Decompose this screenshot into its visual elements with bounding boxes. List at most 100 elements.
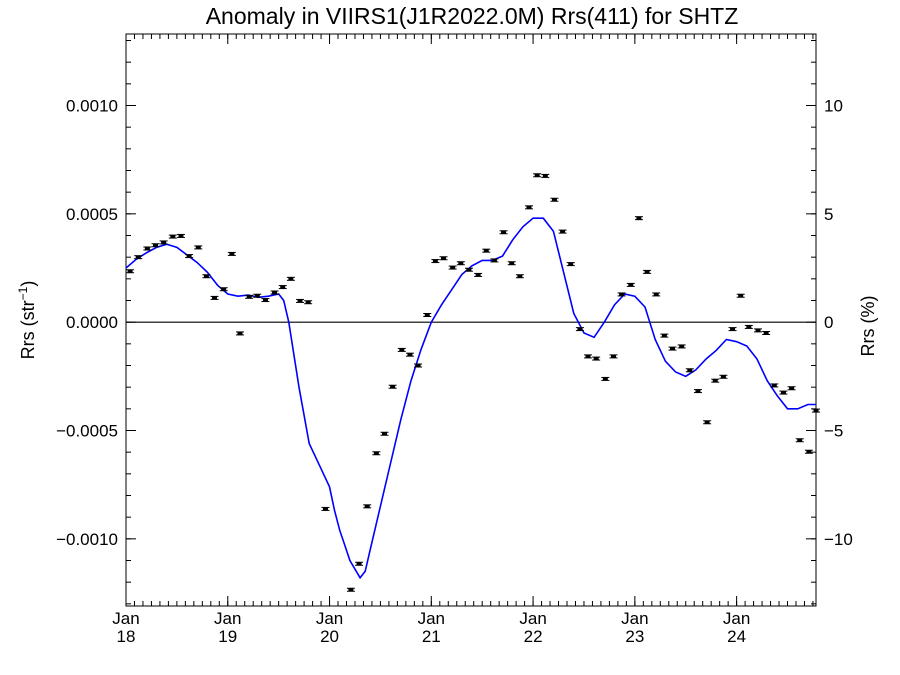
data-point-marker [415, 364, 421, 367]
x-tick-year-label: 23 [625, 627, 644, 646]
data-point [643, 269, 652, 274]
data-point-marker [653, 292, 659, 296]
x-tick-month-label: Jan [621, 609, 648, 628]
data-point-marker [186, 254, 192, 258]
data-point-marker [636, 216, 642, 220]
data-point-marker [203, 274, 209, 278]
data-point [431, 259, 440, 264]
data-point-marker [356, 562, 362, 566]
data-point-marker [161, 240, 167, 244]
data-point-marker [280, 285, 286, 289]
y-left-tick-label: 0.0005 [66, 205, 118, 224]
data-point-marker [272, 290, 278, 294]
data-point-marker [475, 273, 481, 277]
data-point [296, 298, 305, 303]
data-point-marker [789, 386, 795, 390]
data-point [151, 243, 160, 248]
data-point-marker [262, 298, 268, 302]
data-point-marker [237, 331, 243, 335]
x-tick-year-label: 22 [524, 627, 543, 646]
x-tick-year-label: 24 [727, 627, 746, 646]
data-point-marker [526, 205, 532, 209]
data-point-marker [679, 344, 685, 348]
data-point-marker [806, 450, 812, 454]
data-point-marker [560, 230, 566, 234]
data-point-marker [593, 357, 599, 361]
data-point-marker [170, 235, 176, 239]
data-point-marker [534, 173, 540, 177]
data-point-marker [813, 409, 819, 413]
data-point-marker [602, 377, 608, 381]
data-point [448, 265, 457, 270]
data-point-marker [542, 174, 548, 178]
data-point-marker [432, 259, 438, 263]
data-point [550, 197, 559, 202]
data-point-marker [763, 331, 769, 335]
data-point [405, 352, 414, 357]
data-point [321, 506, 330, 511]
data-point [227, 251, 236, 256]
data-point [363, 504, 372, 509]
y-right-tick-label: −5 [824, 422, 843, 441]
data-point [507, 261, 516, 266]
data-point [541, 173, 550, 178]
x-tick-year-label: 18 [117, 627, 136, 646]
y-left-tick-label: 0.0000 [66, 313, 118, 332]
data-point [464, 267, 473, 272]
data-point-marker [746, 325, 752, 329]
data-point-marker [348, 588, 354, 592]
data-point-marker [755, 328, 761, 332]
data-point-marker [771, 383, 777, 387]
data-point-marker [577, 327, 583, 331]
data-point-marker [712, 379, 718, 383]
data-point [210, 295, 219, 300]
data-point [346, 587, 355, 592]
y-right-tick-label: −10 [824, 530, 853, 549]
right-y-axis: 10 5 0 −5 −10 [806, 40, 853, 605]
data-point [380, 431, 389, 436]
data-point-marker [364, 504, 370, 508]
data-point [388, 384, 397, 389]
data-point-marker [780, 391, 786, 395]
data-point [736, 293, 745, 298]
data-point-marker [458, 261, 464, 265]
data-point [617, 292, 626, 297]
data-point [414, 363, 423, 368]
plot-frame [125, 33, 817, 607]
data-point [397, 347, 406, 352]
data-point-marker [628, 283, 634, 287]
data-point [482, 248, 491, 253]
data-point [770, 383, 779, 388]
data-point [143, 246, 152, 251]
data-point-marker [144, 247, 150, 250]
data-point-marker [661, 334, 667, 338]
data-point [685, 368, 694, 373]
chart-title: Anomaly in VIIRS1(J1R2022.0M) Rrs(411) f… [206, 3, 739, 29]
data-point-marker [483, 249, 489, 253]
data-point-marker [585, 354, 591, 358]
data-point-marker [551, 198, 557, 202]
data-point [660, 333, 669, 338]
data-point [423, 313, 432, 318]
data-point [134, 255, 143, 260]
data-point [753, 328, 762, 333]
data-point [703, 420, 712, 425]
data-point-marker [730, 327, 736, 331]
data-point [626, 282, 635, 287]
data-point [787, 386, 796, 391]
data-point-marker [491, 258, 497, 262]
data-point-marker [373, 451, 379, 455]
series-trend-line [125, 217, 816, 580]
data-point [235, 331, 244, 336]
data-point-marker [610, 354, 616, 358]
data-point-marker [127, 269, 133, 273]
data-point [719, 374, 728, 379]
data-point [609, 354, 618, 359]
data-point [176, 233, 185, 238]
data-point [126, 269, 135, 274]
data-point [159, 240, 168, 245]
data-point-marker [695, 389, 701, 393]
y-left-tick-label: −0.0010 [56, 530, 118, 549]
data-point [278, 285, 287, 290]
